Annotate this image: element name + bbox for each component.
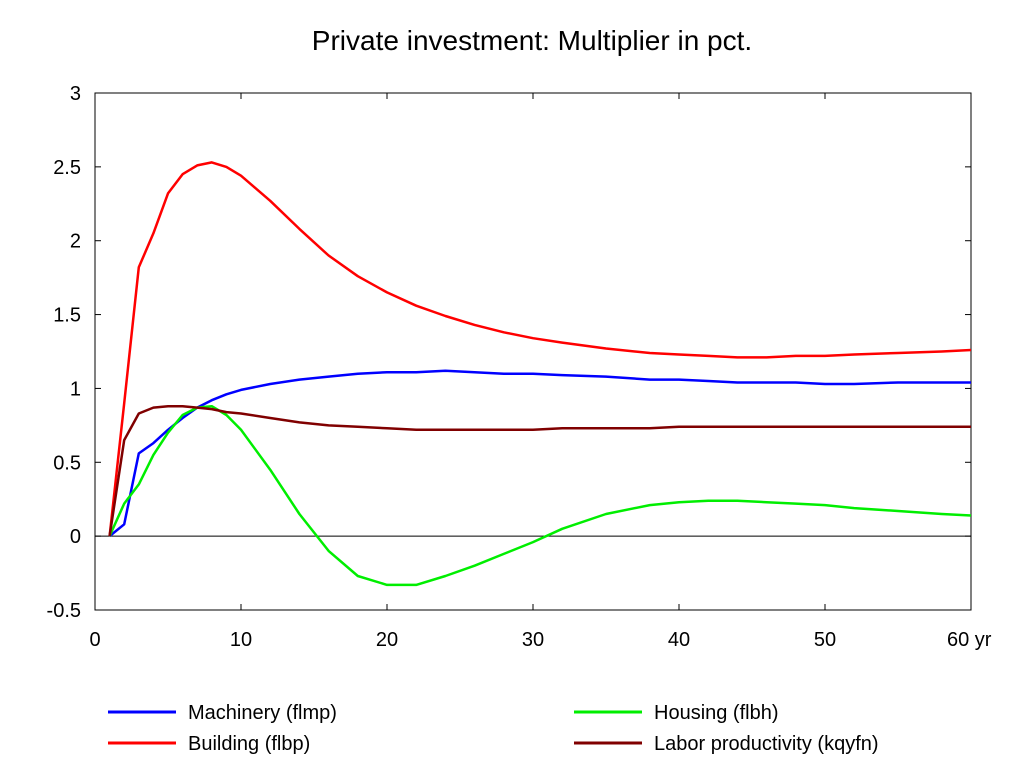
y-tick-label: 2 — [70, 231, 81, 253]
x-tick-label: 40 — [668, 629, 690, 651]
y-tick-label: 2.5 — [53, 157, 81, 179]
legend-label: Housing (flbh) — [654, 702, 779, 724]
x-axis-ticks: 0 10 20 30 40 50 60 yr — [89, 93, 992, 651]
legend-label: Machinery (flmp) — [188, 702, 337, 724]
x-tick-label: 20 — [376, 629, 398, 651]
legend-label: Labor productivity (kqyfn) — [654, 733, 879, 755]
y-axis-ticks: 3 2.5 2 1.5 1 0.5 0 -0.5 — [47, 83, 971, 622]
series-line — [108, 161, 972, 537]
x-tick-label: 60 yr — [947, 629, 992, 651]
legend: Machinery (flmp) Building (flbp) Housing (… — [108, 702, 879, 755]
y-tick-label: -0.5 — [47, 600, 81, 622]
series-line — [108, 404, 971, 537]
series-line — [108, 404, 972, 587]
plot-frame — [94, 92, 972, 611]
chart-title: Private investment: Multiplier in pct. — [312, 25, 752, 56]
x-tick-label: 10 — [230, 629, 252, 651]
y-tick-label: 3 — [70, 83, 81, 105]
legend-label: Building (flbp) — [188, 733, 310, 755]
y-tick-label: 0.5 — [53, 452, 81, 474]
x-tick-label: 30 — [522, 629, 544, 651]
series-line — [108, 369, 971, 538]
series-lines — [108, 161, 972, 587]
x-tick-label: 0 — [89, 629, 100, 651]
y-tick-label: 0 — [70, 526, 81, 548]
x-tick-label: 50 — [814, 629, 836, 651]
y-tick-label: 1.5 — [53, 305, 81, 327]
y-tick-label: 1 — [70, 378, 81, 400]
